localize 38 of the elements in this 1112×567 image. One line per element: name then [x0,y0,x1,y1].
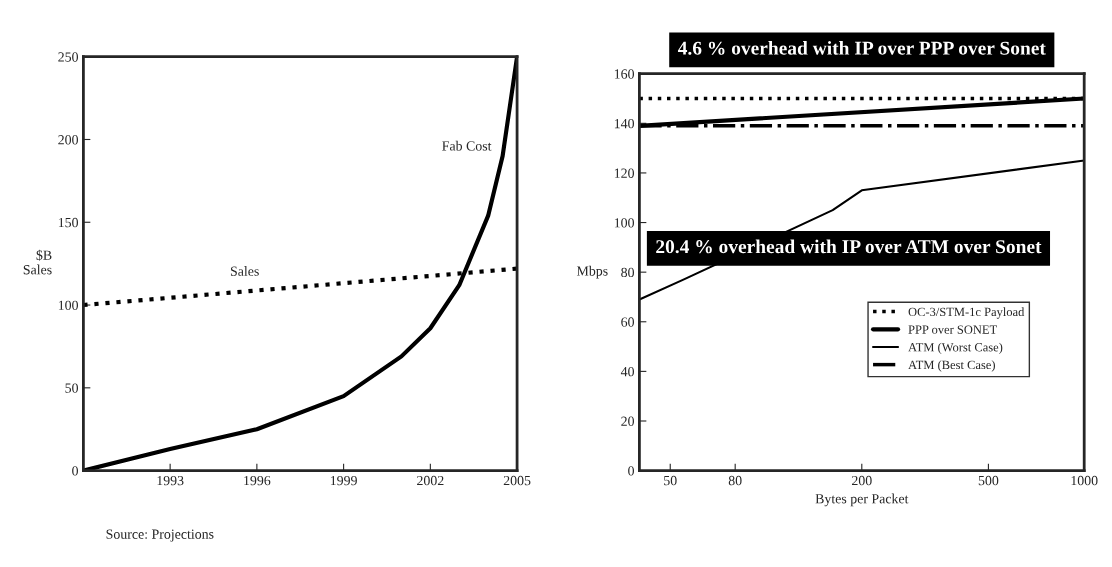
y-tick-label: 150 [58,217,79,228]
x-tick-label: 200 [851,475,872,486]
y-tick-label: 140 [614,118,635,129]
x-tick-label: 1993 [157,475,184,486]
legend-label: ATM (Worst Case) [908,342,1003,354]
y-tick-label: 0 [72,466,79,476]
y-tick-label: 50 [65,383,79,393]
y-tick-label: 100 [58,300,79,310]
y-tick-label: 40 [620,366,635,377]
x-tick-label: 500 [978,475,999,486]
x-tick-label: 80 [728,475,742,486]
x-tick-label: 2005 [503,475,531,486]
series-label: Fab Cost [442,140,492,151]
annotation: 20.4 % overhead with IP over ATM over Sonet [656,239,1042,254]
x-tick-label: 2002 [417,475,444,486]
series-label: Sales [230,266,259,276]
y-tick-label: 20 [621,416,635,426]
x-tick-label: 1996 [244,475,271,486]
y-axis-title: Mbps [576,265,608,279]
y-tick-label: 250 [58,52,79,62]
text: 4.6 % overhead with IP over PPP over Sonet [677,41,1046,55]
y-tick-label: 80 [621,267,635,278]
y-tick-label: 200 [58,135,79,145]
y-axis-title: $B Sales [23,249,52,275]
y-tick-label: 0 [628,466,635,476]
source-note: Source: Projections [106,529,214,542]
y-tick-label: 120 [614,168,635,178]
x-axis-title: Bytes per Packet [815,493,909,507]
y-tick-label: 160 [614,69,635,79]
x-tick-label: 1000 [1071,475,1098,486]
x-tick-label: 1999 [330,475,357,486]
legend-label: PPP over SONET [908,325,997,334]
line-series [83,56,518,471]
legend-label: ATM (Best Case) [908,360,995,372]
y-tick-label: 100 [614,218,635,228]
legend-label: OC-3/STM-1c Payload [908,307,1025,319]
x-tick-label: 50 [664,475,677,486]
y-tick-label: 60 [621,317,635,327]
